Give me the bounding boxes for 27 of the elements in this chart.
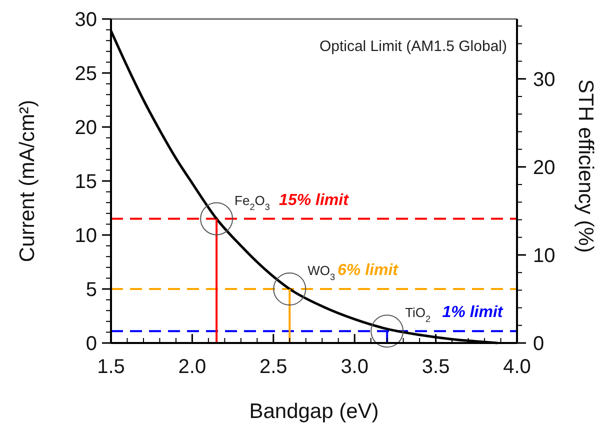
y-tick-label: 5 <box>86 279 97 301</box>
annotation: TiO$_{2}$ <box>405 305 431 324</box>
y2-tick-label: 0 <box>533 333 544 355</box>
x-tick-label: 1.5 <box>97 356 125 378</box>
x-tick-label: 2.0 <box>178 356 206 378</box>
annotation: Optical Limit (AM1.5 Global) <box>319 38 507 55</box>
annotation: Fe$_{2}$O$_{3}$ <box>234 192 270 212</box>
x-tick-label: 3.0 <box>340 356 369 378</box>
y-tick-label: 20 <box>74 117 97 139</box>
y-tick-label: 30 <box>74 9 97 31</box>
y2-axis-title: STH efficiency (%) <box>574 79 597 253</box>
x-tick-label: 3.5 <box>422 356 450 378</box>
ref-line-label: 1% limit <box>442 304 504 322</box>
y-axis-title: Current (mA/cm²) <box>16 100 39 262</box>
y-tick-label: 10 <box>74 225 97 247</box>
ref-line-label: 6% limit <box>338 262 399 279</box>
x-axis-title: Bandgap (eV) <box>249 400 379 423</box>
y-tick-label: 15 <box>74 171 97 193</box>
y-tick-label: 0 <box>86 333 97 355</box>
ref-line-label: 15% limit <box>279 192 350 209</box>
y-tick-label: 25 <box>74 63 97 85</box>
x-tick-label: 4.0 <box>503 356 531 378</box>
annotation: WO$_{3}$ <box>308 263 336 282</box>
y2-tick-label: 20 <box>533 156 556 179</box>
x-tick-label: 2.5 <box>259 356 288 378</box>
y2-tick-label: 10 <box>533 244 556 267</box>
y2-tick-label: 30 <box>533 68 556 91</box>
